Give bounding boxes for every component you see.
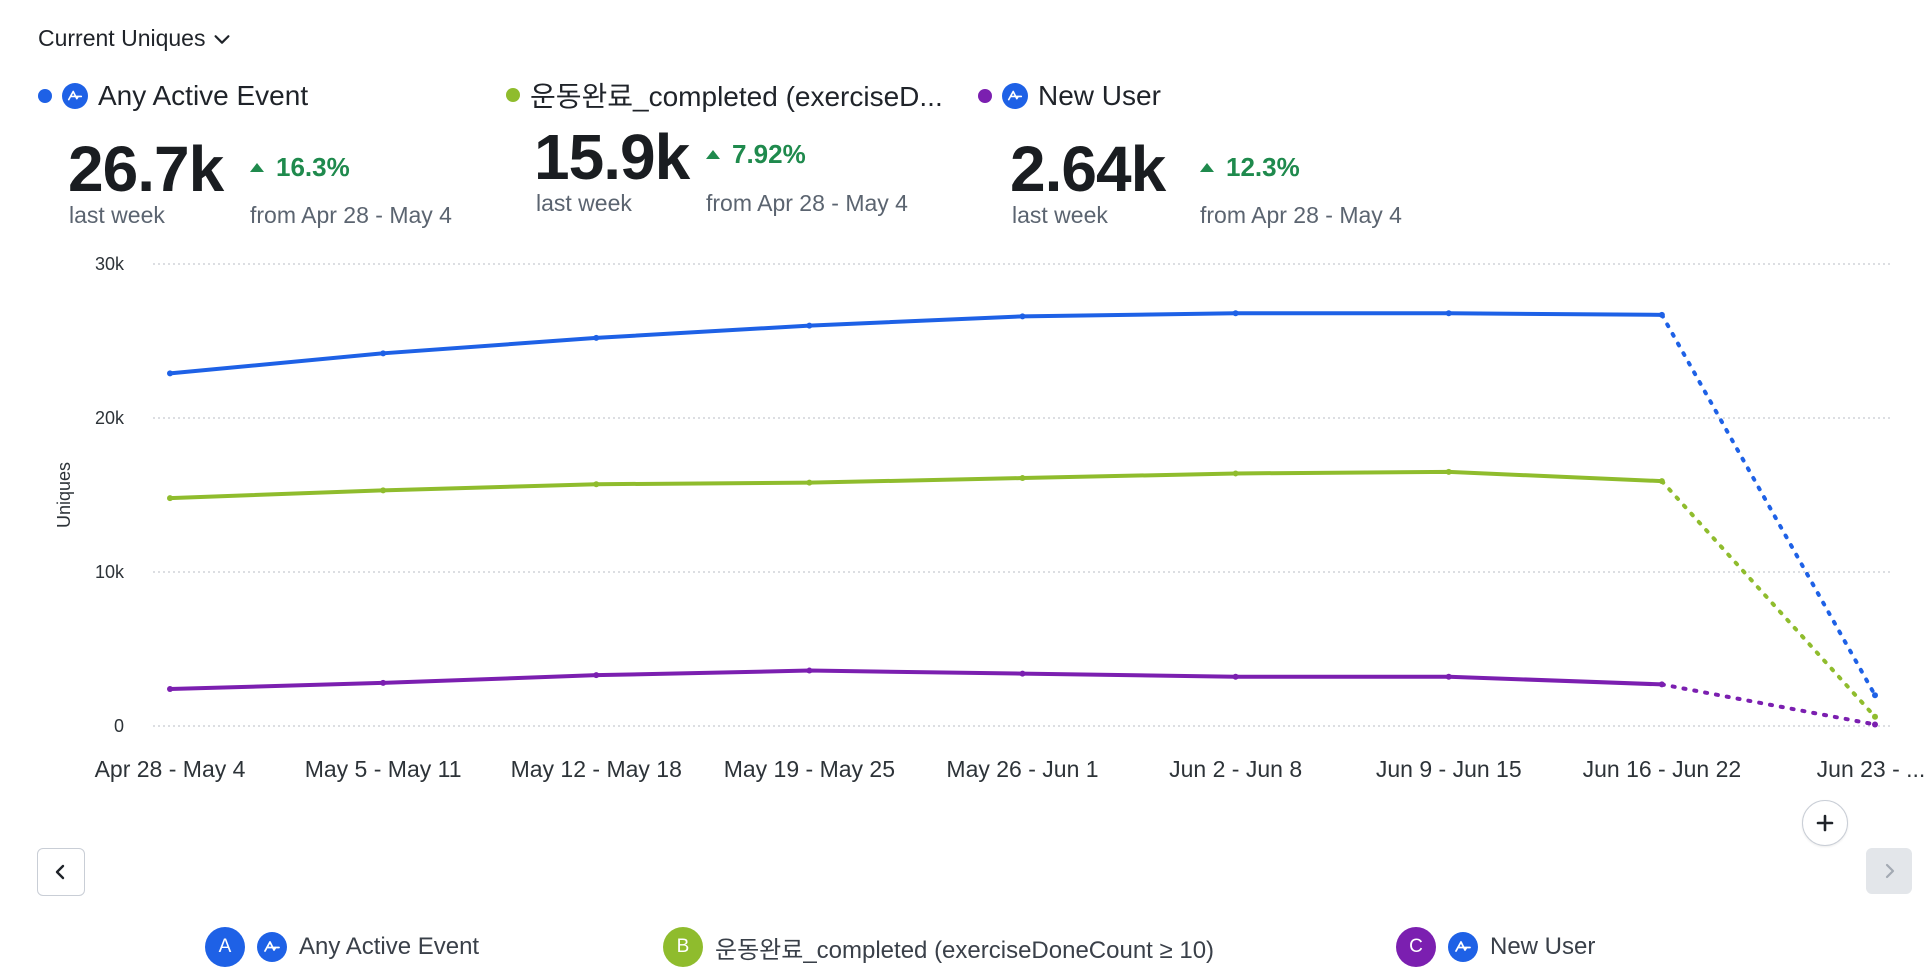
data-point: [1232, 470, 1239, 477]
summary-series-name: 운동완료_completed (exerciseD...: [530, 81, 943, 112]
summary-value: 26.7k: [68, 133, 224, 205]
x-tick-label: May 12 - May 18: [511, 756, 682, 782]
y-tick-label: 30k: [95, 254, 125, 274]
data-point: [1658, 311, 1665, 318]
x-tick-label: May 5 - May 11: [305, 756, 462, 782]
data-point: [593, 334, 600, 341]
summary-delta-value: 7.92%: [732, 139, 806, 169]
summary-period: last week: [69, 202, 165, 228]
series-line-2: [168, 469, 1664, 501]
series-line-1: [168, 311, 1664, 376]
legend-label: Any Active Event: [299, 933, 480, 960]
data-point: [806, 479, 813, 486]
metric-selector-label: Current Uniques: [38, 25, 206, 51]
x-tick-label: Jun 23 - ...: [1817, 756, 1926, 782]
data-point: [806, 322, 813, 329]
summary-comparison: from Apr 28 - May 4: [1200, 202, 1402, 228]
chevron-left-icon: [55, 864, 65, 880]
legend-badge: C: [1396, 927, 1436, 967]
data-point: [167, 495, 173, 502]
data-point: [593, 672, 600, 679]
data-point: [1658, 681, 1665, 688]
legend-label: New User: [1490, 933, 1596, 960]
summary-delta: 7.92%: [706, 139, 806, 170]
data-point: [167, 686, 173, 693]
data-point: [1445, 310, 1452, 317]
series-line-3: [168, 668, 1664, 692]
data-point: [1019, 313, 1026, 320]
data-point: [380, 679, 387, 686]
y-tick-label: 0: [114, 716, 124, 736]
amplitude-event-icon: [1002, 83, 1028, 109]
x-tick-label: Apr 28 - May 4: [95, 756, 246, 782]
data-point: [1872, 692, 1878, 699]
amplitude-event-icon: [257, 932, 287, 962]
data-point: [1445, 468, 1452, 475]
data-point: [1232, 310, 1239, 317]
amplitude-event-icon: [1448, 932, 1478, 962]
data-point: [1872, 713, 1878, 720]
chevron-right-icon: [1885, 863, 1895, 879]
summary-delta-value: 16.3%: [276, 152, 350, 182]
plus-icon: [1816, 814, 1834, 832]
legend-item-a[interactable]: A Any Active Event: [205, 927, 479, 967]
series-incomplete-segment-1: [1659, 312, 1877, 698]
metric-selector[interactable]: Current Uniques: [38, 25, 233, 52]
up-arrow-icon: [706, 150, 720, 159]
summary-delta: 16.3%: [250, 152, 350, 183]
amplitude-event-icon: [62, 83, 88, 109]
x-tick-label: May 26 - Jun 1: [946, 756, 1098, 782]
series-color-dot: [38, 89, 52, 103]
summary-value: 15.9k: [534, 121, 690, 193]
summary-series-name: Any Active Event: [98, 80, 309, 111]
x-tick-label: May 19 - May 25: [724, 756, 895, 782]
line-chart: 0 10k 20k 30k Uniques Apr 28 - May 4 May 5 - M…: [54, 254, 1926, 782]
data-point: [593, 481, 600, 488]
summary-period: last week: [1012, 202, 1108, 228]
x-tick-label: Jun 16 - Jun 22: [1583, 756, 1742, 782]
summary-value: 2.64k: [1010, 133, 1166, 205]
summary-delta: 12.3%: [1200, 152, 1300, 183]
summary-series-name: New User: [1038, 80, 1161, 111]
series-color-dot: [506, 88, 520, 102]
y-tick-label: 10k: [95, 562, 125, 582]
y-axis-title: Uniques: [54, 462, 74, 528]
x-tick-label: Jun 2 - Jun 8: [1169, 756, 1302, 782]
summary-card-exercise-completed: 운동완료_completed (exerciseD... 15.9k last …: [506, 75, 976, 225]
x-tick-label: Jun 9 - Jun 15: [1376, 756, 1522, 782]
legend-item-c[interactable]: C New User: [1396, 927, 1595, 967]
data-point: [1232, 673, 1239, 680]
add-button[interactable]: [1802, 800, 1848, 846]
data-point: [1019, 475, 1026, 482]
summary-comparison: from Apr 28 - May 4: [706, 190, 908, 216]
data-point: [1445, 673, 1452, 680]
data-point: [380, 350, 387, 357]
up-arrow-icon: [250, 163, 264, 172]
y-tick-label: 20k: [95, 408, 125, 428]
data-point: [1658, 478, 1665, 485]
summary-card-any-active-event: Any Active Event 26.7k last week 16.3% f…: [38, 80, 508, 230]
legend-badge: B: [663, 927, 703, 967]
series-incomplete-segment-3: [1659, 682, 1877, 727]
data-point: [1872, 721, 1878, 728]
up-arrow-icon: [1200, 163, 1214, 172]
legend-item-b[interactable]: B 운동완료_completed (exerciseDoneCount ≥ 10…: [663, 927, 1214, 967]
data-point: [167, 370, 173, 377]
summary-card-new-user: New User 2.64k last week 12.3% from Apr …: [978, 80, 1448, 230]
summary-period: last week: [536, 190, 632, 216]
chevron-down-icon: [214, 34, 230, 44]
data-point: [1019, 670, 1026, 677]
legend-badge: A: [205, 927, 245, 967]
next-page-button[interactable]: [1866, 848, 1912, 894]
data-point: [380, 487, 387, 494]
data-point: [806, 667, 813, 674]
prev-page-button[interactable]: [37, 848, 85, 896]
summary-comparison: from Apr 28 - May 4: [250, 202, 452, 228]
series-incomplete-segment-2: [1659, 479, 1877, 719]
legend-label: 운동완료_completed (exerciseDoneCount ≥ 10): [715, 936, 1215, 964]
series-color-dot: [978, 89, 992, 103]
summary-delta-value: 12.3%: [1226, 152, 1300, 182]
